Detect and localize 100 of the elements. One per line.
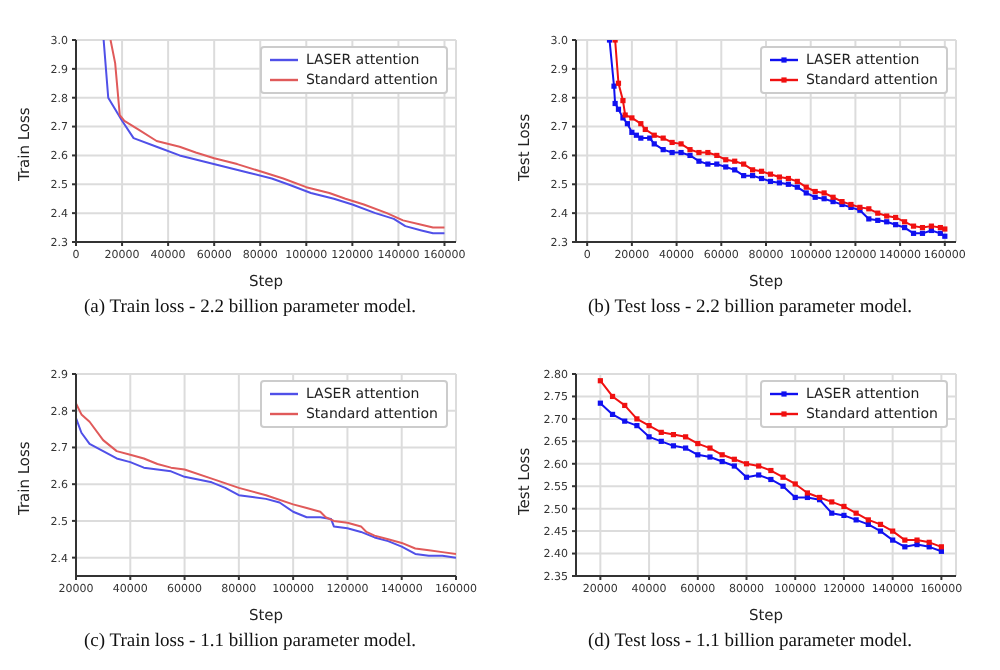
point: [714, 152, 720, 159]
point: [612, 100, 618, 107]
point: [767, 171, 774, 177]
point: [696, 158, 702, 164]
point: [615, 106, 622, 112]
point: [678, 141, 684, 147]
point: [919, 224, 926, 231]
point: [910, 230, 917, 236]
point: [646, 423, 652, 429]
point: [670, 443, 677, 449]
text: (b) Test loss - 2.2 billion parameter model.: [586, 298, 914, 318]
point: [829, 499, 835, 505]
point: [756, 463, 762, 469]
point: [615, 80, 622, 86]
point: [719, 458, 725, 465]
point: [705, 149, 711, 156]
point: [768, 467, 774, 474]
point: [741, 161, 747, 167]
point: [884, 213, 890, 219]
point: [901, 224, 908, 231]
point: [683, 434, 689, 440]
point: [678, 149, 684, 156]
text: (d) Test loss - 1.1 billion parameter model.: [586, 632, 914, 652]
point: [877, 528, 884, 534]
point: [829, 510, 835, 516]
point: [780, 483, 786, 489]
point: [695, 452, 701, 458]
point: [756, 472, 762, 478]
point: [942, 226, 948, 232]
point: [901, 219, 908, 225]
point: [830, 194, 836, 200]
point: [707, 445, 713, 451]
point: [660, 147, 666, 153]
text: (c) Train loss - 1.1 billion parameter model.: [82, 632, 418, 652]
point: [853, 510, 859, 516]
point: [776, 180, 783, 186]
point: [723, 157, 729, 163]
point: [792, 494, 798, 501]
point: [732, 158, 738, 164]
point: [776, 174, 783, 180]
point: [804, 490, 811, 496]
point: [919, 230, 926, 236]
point: [669, 139, 675, 146]
point: [642, 126, 648, 133]
point: [803, 190, 809, 196]
point: [841, 503, 847, 510]
point: [758, 175, 765, 182]
point: [609, 393, 616, 400]
point: [875, 217, 881, 223]
point: [743, 461, 750, 467]
point: [707, 454, 713, 460]
point: [658, 429, 664, 435]
point: [609, 411, 616, 417]
point: [866, 206, 872, 212]
point: [634, 416, 640, 422]
point: [821, 196, 827, 202]
point: [794, 178, 800, 184]
point: [841, 512, 847, 518]
point: [893, 222, 899, 228]
point: [902, 544, 908, 550]
point: [622, 402, 628, 409]
point: [660, 135, 666, 141]
point: [785, 175, 791, 182]
point: [794, 184, 800, 190]
point: [785, 181, 791, 187]
point: [723, 164, 729, 170]
point: [695, 440, 701, 447]
text: (a) Train loss - 2.2 billion parameter model.: [82, 298, 418, 318]
point: [597, 378, 603, 384]
point: [597, 400, 603, 406]
point: [743, 474, 750, 480]
point: [696, 149, 702, 156]
point: [821, 190, 827, 196]
point: [877, 521, 884, 527]
point: [758, 168, 765, 174]
point: [620, 98, 626, 104]
point: [705, 161, 711, 167]
point: [683, 445, 689, 451]
point: [638, 121, 644, 127]
point: [866, 216, 872, 222]
point: [687, 152, 693, 159]
point: [749, 167, 756, 173]
point: [731, 456, 737, 462]
point: [884, 219, 890, 225]
point: [875, 210, 881, 216]
point: [732, 167, 738, 173]
point: [629, 115, 635, 121]
point: [928, 223, 935, 229]
point: [622, 418, 628, 424]
point: [611, 83, 617, 89]
point: [812, 194, 818, 200]
point: [646, 434, 652, 440]
point: [670, 432, 677, 438]
point: [853, 517, 859, 523]
point: [780, 474, 786, 480]
point: [741, 173, 747, 179]
point: [687, 147, 693, 153]
point: [803, 184, 809, 190]
point: [658, 438, 664, 444]
point: [926, 539, 932, 545]
